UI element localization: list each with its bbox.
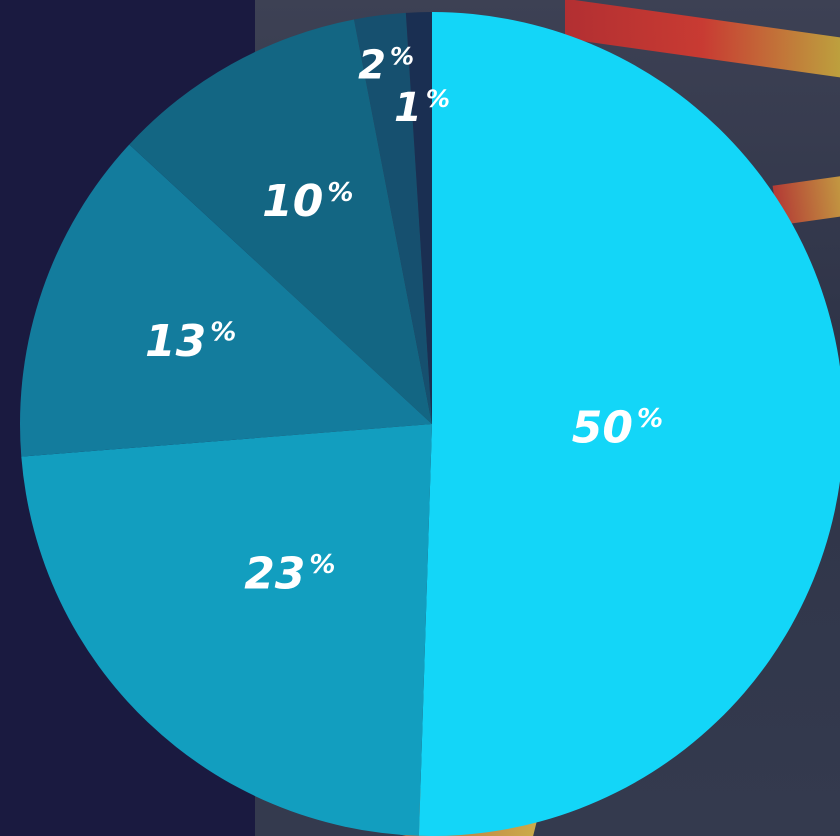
slice-data-label: 10% [262, 176, 353, 227]
pie-slice [129, 19, 433, 425]
pie-slice [354, 12, 432, 424]
slice-data-label: 1% [394, 85, 450, 131]
slice-data-label: 2% [358, 42, 414, 88]
slice-data-label: 23% [244, 548, 335, 599]
slice-data-label: 13% [145, 316, 236, 367]
pie-labels: 50 % 23 % 13 % 10 % 2 %1% [145, 42, 663, 599]
pie-slice [21, 424, 432, 836]
slice-data-label: 50% [572, 402, 663, 453]
pie-slices [20, 12, 840, 836]
pie-slice [405, 12, 432, 424]
pie-slice [20, 144, 433, 457]
pie-slice [418, 12, 840, 836]
